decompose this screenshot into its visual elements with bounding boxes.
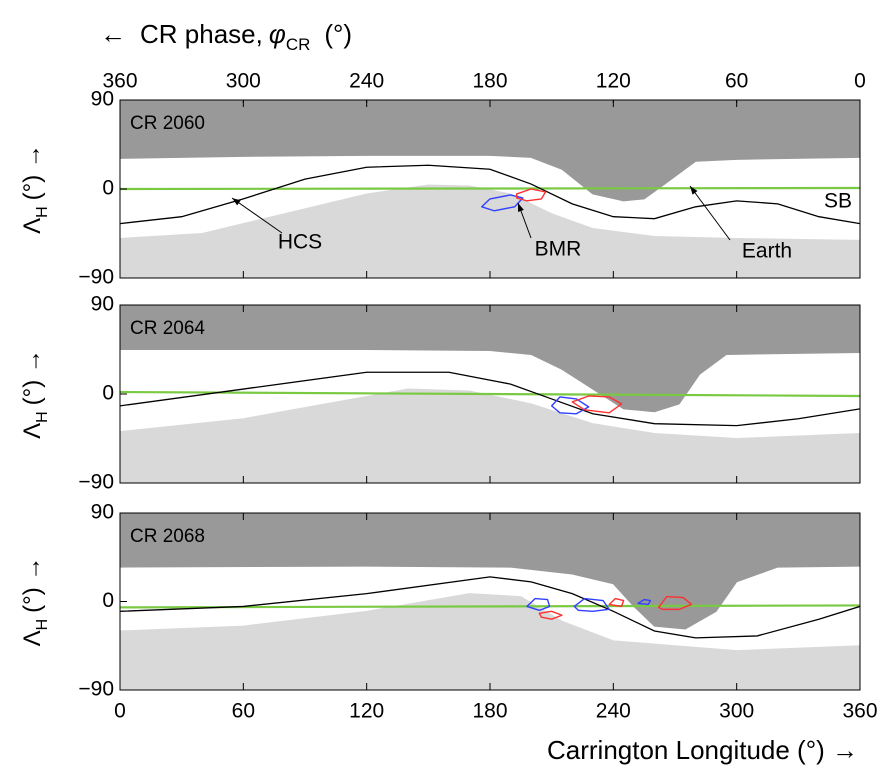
x-tick-label: 180 [472,700,507,723]
annotation-arrow [231,197,283,234]
region-edge [120,388,860,440]
x2-tick-label: 180 [472,70,507,93]
region-edge [120,565,860,630]
y-tick-label: 0 [102,589,114,612]
bmr-contour [608,597,625,608]
arrow-head [232,198,241,206]
x2-tick-label: 360 [102,70,137,93]
region-fill [120,389,860,483]
bmr-contour [657,595,693,611]
x2-label-sub: CR [286,35,311,54]
panel-label: CR 2068 [130,526,205,547]
bmr-contour [550,396,590,415]
y-label-rest: (°) → [19,557,46,613]
plot [120,305,860,483]
y-tick-label: −90 [78,678,114,701]
region-edge [120,184,860,241]
region-edge [120,154,860,202]
annotation: SB [824,190,852,213]
region-fill [120,185,860,278]
y-tick-label: 90 [91,88,114,111]
x2-label-text: CR phase, [140,19,263,49]
annotation-arrow [689,185,731,241]
bmr-contour [526,597,551,612]
x-tick-label: 300 [719,700,754,723]
y-label-rest: (°) → [19,349,46,405]
x2-tick-label: 240 [349,70,384,93]
y-tick-label: 0 [102,177,114,200]
x2-tick-label: 60 [725,70,748,93]
region-fill [120,593,860,690]
annotation: BMR [535,238,582,261]
y-tick-label: −90 [78,471,114,494]
y-label-rest: (°) → [19,144,46,200]
region-edge [120,349,860,413]
bmr-contour [571,395,623,414]
annotation: Earth [742,240,792,263]
bmr-contour [538,610,563,620]
x2-tick-label: 120 [596,70,631,93]
y-label: ΛH (°) → [19,557,50,647]
line [120,390,860,398]
x-tick-label: 360 [842,700,877,723]
y-label-symbol: Λ [19,423,46,439]
region-fill [120,100,860,201]
line [120,576,860,639]
y-tick-label: 90 [91,293,114,316]
region-fill [120,305,860,412]
x-tick-label: 60 [232,700,255,723]
arrow-head [518,203,524,212]
x2-label-arrow: ← [100,19,126,49]
line [120,371,860,427]
line [120,164,860,225]
x-tick-label: 0 [114,700,126,723]
y-tick-label: 0 [102,382,114,405]
annotation: HCS [278,231,322,254]
arrow-head [690,186,698,195]
y-label: ΛH (°) → [19,349,50,439]
panel-label: CR 2060 [130,113,205,134]
x2-tick-label: 300 [226,70,261,93]
line [120,186,860,191]
y-label-symbol: Λ [19,218,46,234]
bmr-contour [481,194,524,212]
bmr-contour [516,188,547,202]
y-label-symbol: Λ [19,630,46,646]
x2-label: ← CR phase, φCR (°) [100,19,352,54]
region-fill [120,513,860,630]
plot [120,100,860,278]
bmr-contour [637,598,652,606]
line [120,604,860,609]
x-tick-label: 240 [596,700,631,723]
x-tick-label: 120 [349,700,384,723]
x2-label-unit: (°) [324,19,352,49]
x-label: Carrington Longitude (°) → [547,735,858,765]
y-label: ΛH (°) → [19,144,50,234]
y-label-sub: H [34,411,51,423]
y-tick-label: −90 [78,266,114,289]
x2-label-symbol: φ [269,19,286,49]
y-label-sub: H [34,206,51,218]
y-tick-label: 90 [91,501,114,524]
x2-tick-label: 0 [854,70,866,93]
bmr-contour [573,597,610,613]
plot [120,513,860,690]
panel-label: CR 2064 [130,318,205,339]
y-label-sub: H [34,619,51,631]
